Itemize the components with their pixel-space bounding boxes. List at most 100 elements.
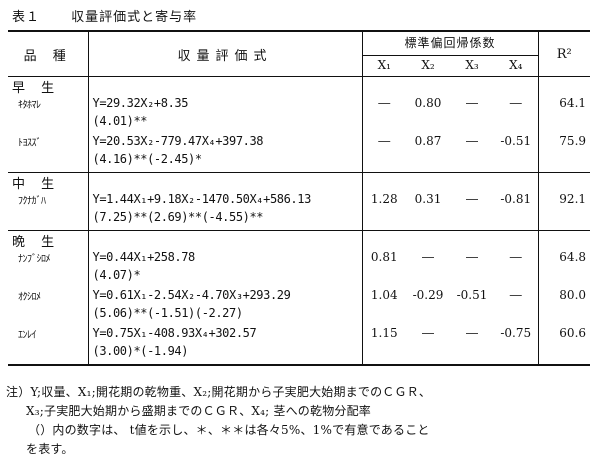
empty-cell [494,210,538,231]
empty-cell [450,268,494,288]
r2-cell: 64.8 [537,250,591,268]
coef-x1-cell: ― [361,134,406,152]
r2-cell: 64.1 [537,96,591,114]
empty-cell [406,268,450,288]
empty-cell [494,114,538,134]
tvalue-row: (4.01)** [8,114,591,134]
empty-cell [361,152,406,173]
header-x1: X₁ [361,55,406,77]
section-row: 中 生 [8,172,591,192]
empty-cell [361,268,406,288]
empty-cell [537,306,591,326]
equation-cell: Y=1.44X₁+9.18X₂-1470.50X₄+586.13 [87,192,362,210]
header-row-1: 品 種 収量評価式 標準偏回帰係数 R² [8,30,591,77]
cultivar-cell: ﾌｸﾅｶﾞﾊ [18,196,46,207]
tvalue-row: (7.25)**(2.69)**(-4.55)** [8,210,591,231]
empty-cell [450,230,494,250]
header-x2: X₂ [406,55,450,77]
r2-cell: 60.6 [537,326,591,344]
coef-x1-cell: 1.15 [361,326,406,344]
r2-cell: 75.9 [537,134,591,152]
empty-cell [8,344,88,366]
empty-cell [450,210,494,231]
empty-cell [361,344,406,366]
coef-x2-cell: ― [422,250,434,264]
empty-cell [450,306,494,326]
coef-x4-cell: ― [509,96,522,110]
header-cultivar: 品 種 [8,30,88,77]
header-equation: 収量評価式 [87,30,362,77]
header-row-2: X₁ X₂ X₃ X₄ [8,55,590,77]
coef-x4-cell: ― [509,288,522,302]
equation-cell: Y=0.75X₁-408.93X₄+302.57 [87,326,362,344]
empty-cell [87,76,362,96]
coef-x1-cell: 1.28 [361,192,406,210]
coef-x3-cell: ― [466,134,478,148]
empty-cell [361,114,406,134]
empty-cell [361,76,406,96]
empty-cell [537,344,591,366]
empty-cell [406,306,450,326]
empty-cell [361,306,406,326]
coef-x2-cell: -0.29 [412,288,444,302]
empty-cell [494,344,539,366]
empty-cell [494,76,539,96]
empty-cell [450,344,494,366]
empty-cell [406,344,450,366]
tvalue-cell: (5.06)**(-1.51)(-2.27) [87,306,362,326]
note-line: X₃;子実肥大始期から盛期までのＣＧＲ、X₄; 茎への乾物分配率 [26,404,372,418]
empty-cell [537,152,591,173]
note-line: （）内の数字は、 t値を示し、＊、＊＊は各々5%、1%で有意であること [28,423,430,437]
empty-cell [406,210,450,231]
table-title: 収量評価式と寄与率 [71,10,198,25]
coef-x3-cell: ― [466,96,478,110]
table-caption: 表１ 収量評価式と寄与率 [12,6,197,25]
coef-x4-cell: -0.75 [500,326,532,340]
empty-cell [450,114,494,134]
header-x3: X₃ [450,55,494,77]
coef-x3-cell: ― [466,192,478,206]
empty-cell [361,210,406,231]
empty-cell [537,230,591,250]
equation-cell: Y=20.53X₂-779.47X₄+397.38 [87,134,362,152]
empty-cell [450,76,494,96]
yield-equation-table: 品 種 収量評価式 標準偏回帰係数 R² X₁ X₂ X₃ X₄ 早 生 ｷﾀﾎﾏ… [8,30,591,366]
header-x4: X₄ [494,55,539,77]
coef-x3-cell: ― [466,326,478,340]
header-coefficient-group: 標準偏回帰係数 [361,30,539,57]
cultivar-cell: ｵｸｼﾛﾒ [18,292,41,303]
empty-cell [537,76,591,96]
empty-cell [361,172,406,192]
cultivar-cell: ｴﾝﾚｲ [18,330,37,341]
section-label: 早 生 [8,76,88,96]
tvalue-row: (4.07)* [8,268,591,288]
coef-x2-cell: 0.31 [414,192,442,206]
empty-cell [8,306,88,326]
empty-cell [8,152,88,173]
coef-x4-cell: -0.51 [500,134,532,148]
table-row: ｵｸｼﾛﾒ Y=0.61X₁-2.54X₂-4.70X₃+293.29 1.04 -0… [8,288,591,306]
empty-cell [87,172,362,192]
section-label: 晩 生 [8,230,88,250]
empty-cell [494,152,538,173]
table-row: ﾌｸﾅｶﾞﾊ Y=1.44X₁+9.18X₂-1470.50X₄+586.13 1.… [8,192,591,210]
empty-cell [406,230,450,250]
section-label: 中 生 [8,172,88,192]
table-row: ｴﾝﾚｲ Y=0.75X₁-408.93X₄+302.57 1.15 ― ― -0.75 6… [8,326,591,344]
empty-cell [450,152,494,173]
empty-cell [406,172,450,192]
empty-cell [361,230,406,250]
section-row: 早 生 [8,76,591,96]
cultivar-cell: ｷﾀﾎﾏﾚ [18,100,41,111]
empty-cell [8,210,88,231]
coef-x2-cell: 0.87 [414,134,442,148]
coef-x3-cell: ― [466,250,478,264]
note-line: 注）Y;収量、X₁;開花期の乾物重、X₂;開花期から子実肥大始期までのＣＧＲ、 [6,385,432,399]
table-notes: 注）Y;収量、X₁;開花期の乾物重、X₂;開花期から子実肥大始期までのＣＧＲ、 … [6,383,596,459]
empty-cell [87,230,362,250]
empty-cell [494,172,539,192]
empty-cell [494,268,538,288]
empty-cell [494,230,539,250]
table-row: ｷﾀﾎﾏﾚ Y=29.32X₂+8.35 ― 0.80 ― ― 64.1 [8,96,591,114]
tvalue-cell: (4.16)**(-2.45)* [87,152,362,173]
